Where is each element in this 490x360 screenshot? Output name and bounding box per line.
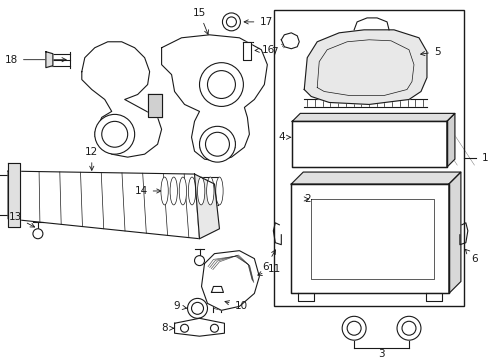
Circle shape	[188, 298, 207, 318]
Text: 5: 5	[420, 47, 441, 57]
Text: 12: 12	[85, 147, 98, 170]
Circle shape	[397, 316, 421, 340]
Ellipse shape	[161, 177, 168, 205]
Circle shape	[199, 126, 235, 162]
Bar	[274, 10, 464, 306]
Text: 6: 6	[263, 250, 275, 271]
Polygon shape	[304, 30, 427, 104]
Text: 13: 13	[9, 212, 35, 227]
Polygon shape	[8, 171, 199, 239]
Text: 10: 10	[225, 301, 247, 311]
Circle shape	[102, 121, 128, 147]
Circle shape	[342, 316, 366, 340]
Text: 14: 14	[134, 186, 161, 196]
Text: 11: 11	[258, 264, 281, 275]
Circle shape	[205, 132, 229, 156]
Polygon shape	[195, 174, 220, 239]
Ellipse shape	[179, 177, 187, 205]
Text: 16: 16	[255, 45, 274, 55]
Text: 1: 1	[482, 153, 489, 163]
Polygon shape	[147, 94, 162, 117]
Ellipse shape	[197, 177, 205, 205]
Circle shape	[226, 17, 236, 27]
Circle shape	[222, 13, 241, 31]
Polygon shape	[201, 251, 259, 310]
Text: 18: 18	[5, 55, 66, 65]
Polygon shape	[292, 121, 447, 167]
Circle shape	[195, 256, 204, 266]
Text: 6: 6	[466, 249, 477, 264]
Text: 17: 17	[244, 17, 272, 27]
Polygon shape	[162, 35, 268, 161]
Polygon shape	[281, 33, 299, 49]
Circle shape	[207, 71, 235, 99]
Polygon shape	[298, 293, 314, 301]
Text: 7: 7	[270, 44, 286, 57]
Text: 13: 13	[208, 258, 245, 269]
Polygon shape	[291, 172, 461, 184]
Polygon shape	[244, 42, 251, 60]
Circle shape	[192, 302, 203, 314]
Polygon shape	[292, 113, 455, 121]
Polygon shape	[426, 293, 442, 301]
Text: 3: 3	[378, 349, 384, 359]
Circle shape	[180, 324, 189, 332]
Polygon shape	[212, 287, 223, 292]
Polygon shape	[449, 172, 461, 293]
Text: 8: 8	[161, 323, 173, 333]
Ellipse shape	[216, 177, 223, 205]
Ellipse shape	[207, 177, 214, 205]
Text: 2: 2	[304, 194, 311, 204]
Circle shape	[402, 321, 416, 335]
Polygon shape	[8, 163, 20, 227]
Ellipse shape	[170, 177, 177, 205]
Text: 15: 15	[193, 8, 208, 34]
Text: 9: 9	[173, 301, 187, 311]
Polygon shape	[46, 52, 53, 68]
Polygon shape	[82, 42, 162, 157]
Text: 4: 4	[279, 132, 291, 142]
Polygon shape	[447, 113, 455, 167]
Polygon shape	[174, 318, 224, 336]
Circle shape	[199, 63, 244, 107]
Polygon shape	[291, 184, 449, 293]
Circle shape	[95, 114, 135, 154]
Circle shape	[347, 321, 361, 335]
Circle shape	[33, 229, 43, 239]
Ellipse shape	[188, 177, 196, 205]
Circle shape	[211, 324, 219, 332]
